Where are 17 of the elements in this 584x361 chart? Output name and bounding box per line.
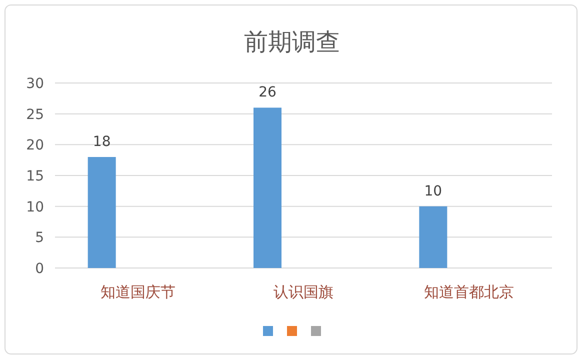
x-tick-label: 知道国庆节 (100, 283, 176, 301)
bar (254, 108, 282, 268)
bar (88, 157, 116, 268)
x-tick-label: 知道首都北京 (424, 283, 514, 301)
chart-title: 前期调查 (244, 28, 340, 56)
bar (419, 206, 448, 268)
y-tick-label: 30 (26, 76, 44, 92)
x-tick-label: 认识国旗 (274, 283, 334, 301)
y-tick-label: 25 (26, 106, 44, 123)
y-tick-label: 10 (26, 199, 44, 216)
data-label: 10 (424, 183, 442, 200)
y-tick-label: 5 (35, 230, 44, 246)
data-label: 26 (258, 84, 276, 101)
y-tick-label: 0 (35, 261, 44, 277)
y-tick-label: 20 (26, 138, 44, 154)
y-tick-label: 15 (26, 168, 44, 184)
data-label: 18 (92, 134, 111, 150)
